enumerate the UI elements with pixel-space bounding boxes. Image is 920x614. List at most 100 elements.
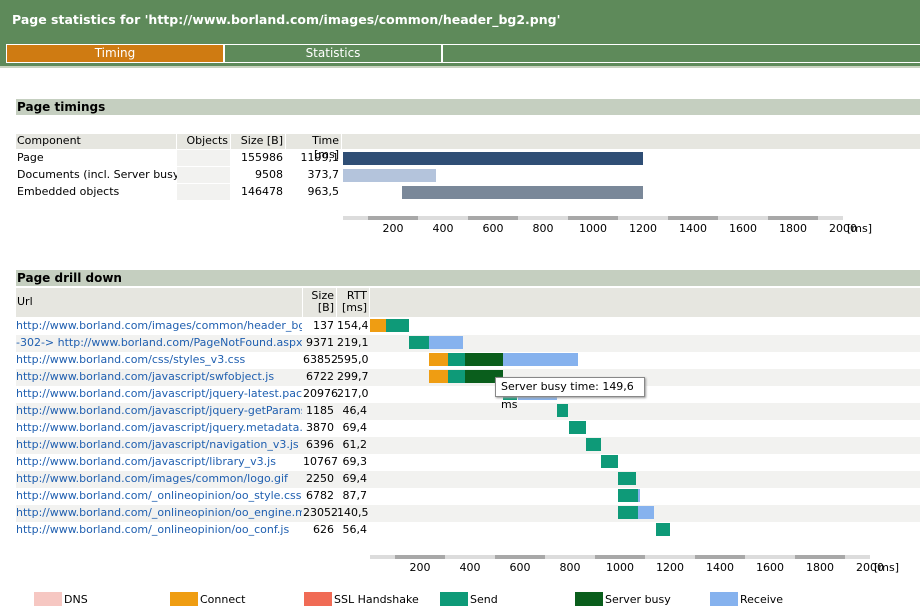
legend-swatch-dns [34, 592, 62, 606]
row-background [16, 403, 920, 420]
drill-url-link[interactable]: http://www.borland.com/images/common/hea… [16, 319, 302, 332]
drill-rtt: 46,4 [342, 404, 368, 417]
row-background [16, 335, 920, 352]
drill-size: 1185 [306, 404, 334, 417]
drill-url-link[interactable]: -302-> http://www.borland.com/PageNotFou… [16, 336, 302, 349]
axis-tick-label: 1000 [579, 222, 607, 235]
tab-timing[interactable]: Timing [6, 44, 224, 63]
axis-segment [468, 216, 518, 220]
waterfall-segment-connect [428, 370, 449, 383]
axis-unit-label: [ms] [874, 561, 900, 574]
waterfall-segment-receive [638, 506, 654, 519]
legend-label-send: Send [470, 593, 498, 606]
drill-url-link[interactable]: http://www.borland.com/_onlineopinion/oo… [16, 523, 290, 536]
waterfall-segment-send [556, 404, 569, 417]
drill-rtt: 154,4 [337, 319, 369, 332]
timing-size: 9508 [255, 168, 283, 181]
axis-tick-label: 800 [559, 561, 581, 574]
server-busy-tooltip: Server busy time: 149,6 ms [495, 377, 645, 411]
drill-rtt: 140,5 [337, 506, 369, 519]
axis-tick-label: 1000 [606, 561, 634, 574]
drill-rtt: 56,4 [342, 523, 368, 536]
axis-tick-label: 200 [382, 222, 404, 235]
drill-rtt: 69,3 [342, 455, 368, 468]
timing-time: 373,7 [307, 168, 340, 181]
drill-url-link[interactable]: http://www.borland.com/javascript/jquery… [16, 387, 302, 400]
timing-component-label: Documents (incl. Server busy) [17, 168, 184, 181]
timing-component-label: Embedded objects [17, 185, 120, 198]
axis-segment [668, 216, 718, 220]
axis-segment [695, 555, 745, 559]
timing-objects [177, 184, 230, 200]
axis-strip [370, 555, 870, 559]
timing-objects [177, 167, 230, 183]
legend-label-connect: Connect [200, 593, 246, 606]
col-component: Component [16, 134, 176, 149]
drill-url-link[interactable]: http://www.borland.com/javascript/jquery… [16, 404, 302, 417]
drill-url-link[interactable]: http://www.borland.com/javascript/swfobj… [16, 370, 275, 383]
drill-url-link[interactable]: http://www.borland.com/javascript/librar… [16, 455, 276, 468]
waterfall-segment-receive [638, 489, 641, 502]
tab-spacer [442, 44, 920, 63]
timing-objects [177, 150, 230, 166]
axis-segment [795, 555, 845, 559]
drill-rtt: 595,0 [337, 353, 369, 366]
col-size-b: Size [B] [303, 288, 336, 317]
axis-tick-label: 1600 [756, 561, 784, 574]
waterfall-segment-server-busy [465, 370, 503, 383]
drill-size: 20976 [303, 387, 338, 400]
axis-tick-label: 1600 [729, 222, 757, 235]
axis-tick-label: 1800 [779, 222, 807, 235]
waterfall-segment-send [618, 506, 639, 519]
waterfall-segment-send [386, 319, 409, 332]
row-background [16, 471, 920, 488]
axis-segment [768, 216, 818, 220]
drill-rtt: 69,4 [342, 472, 368, 485]
axis-tick-label: 1200 [629, 222, 657, 235]
axis-segment [495, 555, 545, 559]
drill-size: 2250 [306, 472, 334, 485]
legend-swatch-receive [710, 592, 738, 606]
col-rtt: RTT [ms] [337, 288, 369, 317]
waterfall-segment-send [655, 523, 670, 536]
waterfall-segment-send [408, 336, 429, 349]
drill-size: 63852 [303, 353, 338, 366]
axis-segment [568, 216, 618, 220]
timing-time: 1199,1 [300, 151, 340, 164]
waterfall-segment-receive [428, 336, 464, 349]
axis-strip [343, 216, 843, 220]
timing-size: 146478 [241, 185, 283, 198]
axis-tick-label: 1200 [656, 561, 684, 574]
drill-rtt: 219,1 [337, 336, 369, 349]
waterfall-segment-send [601, 455, 619, 468]
tab-statistics[interactable]: Statistics [224, 44, 442, 63]
drill-size: 6722 [306, 370, 334, 383]
row-background [16, 505, 920, 522]
axis-tick-label: 1400 [706, 561, 734, 574]
legend-swatch-server_busy [575, 592, 603, 606]
axis-tick-label: 400 [459, 561, 481, 574]
axis-tick-label: 2000 [829, 222, 857, 235]
drill-rtt: 217,0 [337, 387, 369, 400]
col-time: Time [ms] [286, 134, 341, 161]
drill-size: 23052 [303, 506, 338, 519]
drill-rtt: 299,7 [337, 370, 369, 383]
drill-url-link[interactable]: http://www.borland.com/javascript/jquery… [16, 421, 302, 434]
drill-url-link[interactable]: http://www.borland.com/_onlineopinion/oo… [16, 506, 302, 519]
timing-component-label: Page [17, 151, 44, 164]
drill-size: 626 [313, 523, 334, 536]
legend-label-dns: DNS [64, 593, 88, 606]
col-objects: Objects [177, 134, 230, 149]
waterfall-segment-send [568, 421, 586, 434]
drill-size: 10767 [303, 455, 338, 468]
drill-url-link[interactable]: http://www.borland.com/images/common/log… [16, 472, 288, 485]
axis-tick-label: 1400 [679, 222, 707, 235]
legend-label-server_busy: Server busy [605, 593, 671, 606]
drill-url-link[interactable]: http://www.borland.com/css/styles_v3.css [16, 353, 246, 366]
drill-url-link[interactable]: http://www.borland.com/javascript/naviga… [16, 438, 299, 451]
axis-segment [595, 555, 645, 559]
drill-size: 137 [313, 319, 334, 332]
waterfall-segment-send [618, 489, 639, 502]
drill-url-link[interactable]: http://www.borland.com/_onlineopinion/oo… [16, 489, 302, 502]
axis-tick-label: 800 [532, 222, 554, 235]
